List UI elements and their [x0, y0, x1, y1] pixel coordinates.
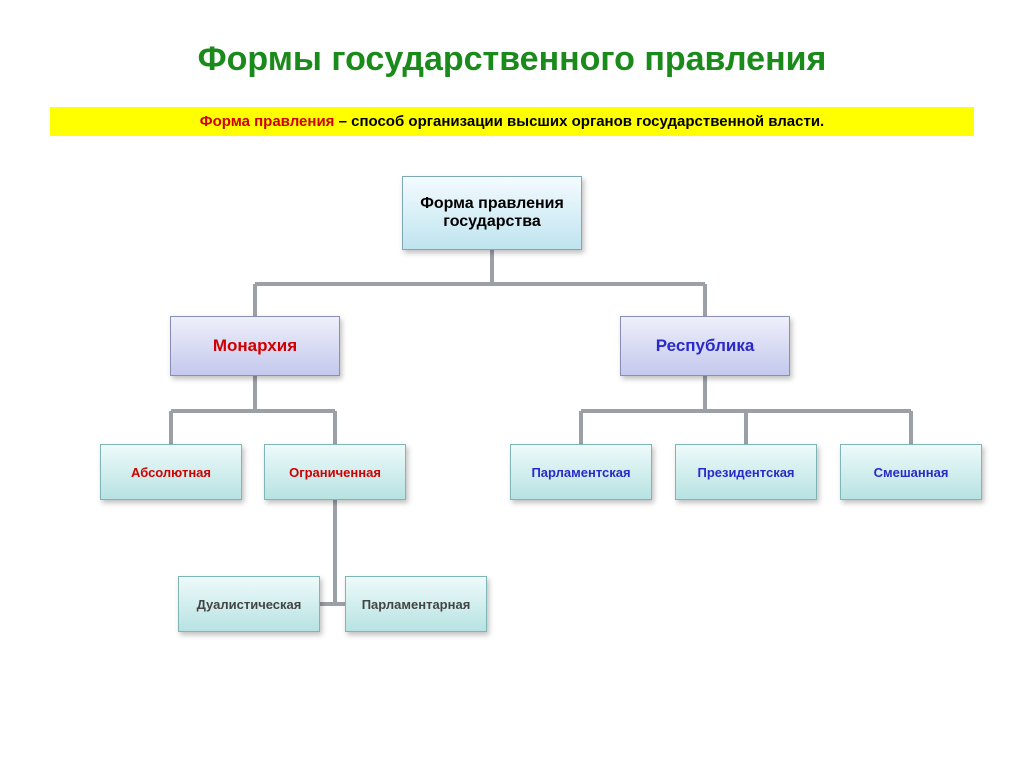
org-chart: Форма правления государства Монархия Рес… — [0, 176, 1024, 696]
connector-lines — [0, 176, 1024, 696]
definition-term: Форма правления — [200, 113, 335, 130]
node-absolute: Абсолютная — [100, 444, 242, 500]
node-dualistic: Дуалистическая — [178, 576, 320, 632]
node-republic: Республика — [620, 316, 790, 376]
node-presidential: Президентская — [675, 444, 817, 500]
node-monarchy: Монархия — [170, 316, 340, 376]
node-mixed: Смешанная — [840, 444, 982, 500]
definition-bar: Форма правления – способ организации выс… — [50, 107, 974, 136]
definition-rest: – способ организации высших органов госу… — [334, 113, 824, 130]
node-parliamentary: Парламентская — [510, 444, 652, 500]
node-root: Форма правления государства — [402, 176, 582, 250]
node-limited: Ограниченная — [264, 444, 406, 500]
node-parliamentarian: Парламентарная — [345, 576, 487, 632]
page-title: Формы государственного правления — [0, 0, 1024, 107]
